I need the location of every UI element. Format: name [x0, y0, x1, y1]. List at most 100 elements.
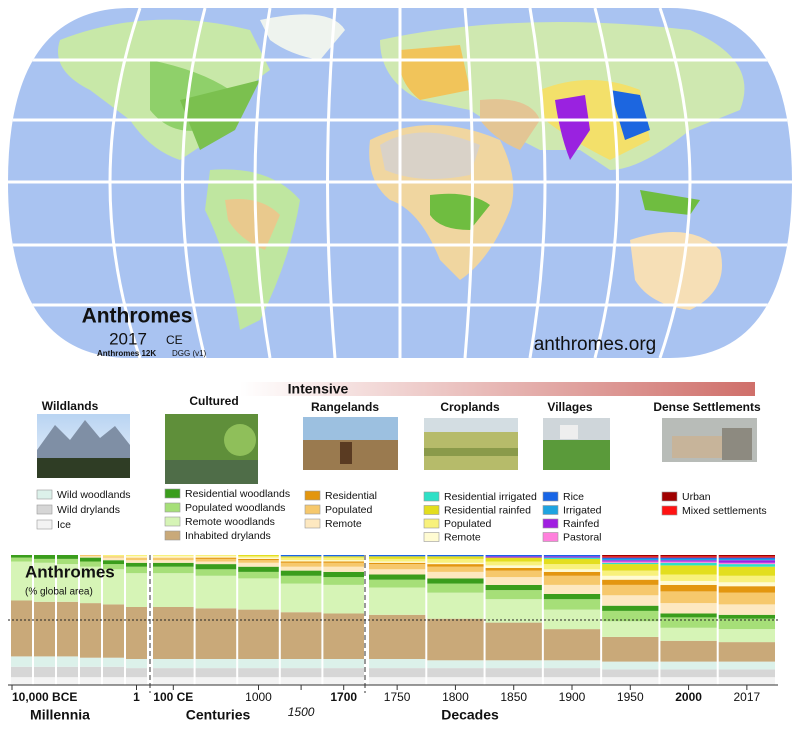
legend-label: Ice [57, 519, 71, 531]
intensity-label: Intensive [288, 381, 349, 397]
bar-segment [543, 668, 601, 678]
bar-segment [195, 659, 237, 669]
bar-segment [543, 555, 601, 557]
bar-segment [126, 659, 147, 669]
map-dataset: Anthromes 12K [97, 349, 156, 358]
bar-segment [718, 669, 775, 678]
legend-swatch [423, 532, 440, 542]
bar-segment [153, 566, 194, 574]
bar-segment [153, 562, 194, 567]
legend-swatch [661, 505, 678, 516]
bar-segment [718, 555, 775, 557]
bar-segment [369, 614, 426, 659]
bar-segment [427, 660, 484, 669]
x-tick-label: 2017 [734, 690, 761, 704]
bar-segment [80, 555, 101, 557]
bar-segment [485, 570, 542, 578]
bar-segment [34, 558, 55, 563]
bar-segment [369, 659, 426, 669]
bar-segment [427, 668, 484, 678]
bar-segment [660, 584, 717, 592]
bar-segment [543, 569, 601, 572]
legend-group-title: Cultured [189, 394, 238, 408]
bar-segment [718, 560, 775, 563]
bar-segment [153, 557, 194, 561]
bar-segment [280, 560, 322, 562]
bar-segment [153, 659, 194, 669]
bar-segment [485, 555, 542, 557]
bar-segment [602, 669, 659, 678]
intensity-bar [240, 382, 755, 396]
bar-segment [660, 560, 717, 562]
bar-segment [238, 677, 279, 685]
bar-segment [103, 604, 124, 658]
bar-segment [427, 578, 484, 584]
bar-segment [323, 562, 364, 567]
legend-swatch [423, 491, 440, 502]
bar-segment [195, 557, 237, 559]
photo-croplands [424, 418, 518, 470]
bar-segment [718, 564, 775, 567]
bar-segment [323, 659, 364, 669]
bar-segment [34, 601, 55, 657]
bar-segment [57, 601, 78, 657]
bar-segment [602, 610, 659, 622]
bar-segment [80, 556, 101, 558]
legend-label: Populated [325, 504, 372, 516]
x-tick-label: 1700 [330, 690, 357, 704]
bar-segment [280, 555, 322, 557]
bar-segment [485, 677, 542, 685]
x-tick-label: 100 CE [153, 690, 193, 704]
bar-segment [602, 562, 659, 565]
bar-segment [602, 575, 659, 580]
bar-segment [718, 557, 775, 559]
bar-segment [543, 584, 601, 594]
bar-segment [103, 560, 124, 565]
bar-segment [602, 570, 659, 576]
bar-segment [369, 562, 426, 565]
legend-swatch [164, 502, 181, 513]
bar-segment [602, 561, 659, 563]
photo-rangelands [303, 417, 398, 470]
bar-segment [238, 566, 279, 572]
legend-group-title: Rangelands [311, 400, 379, 414]
bar-segment [195, 558, 237, 562]
legend-label: Mixed settlements [682, 505, 767, 517]
legend-group-title: Villages [547, 400, 592, 414]
bar-segment [427, 555, 484, 557]
graticule [8, 8, 792, 358]
photos [37, 414, 757, 484]
bar-segment [718, 556, 775, 558]
bar-segment [485, 557, 542, 562]
bar-segment [427, 562, 484, 565]
bar-segment [427, 592, 484, 619]
bar-segment [718, 661, 775, 670]
bar-segment [602, 564, 659, 571]
bar-segment [485, 577, 542, 585]
bar-segment [602, 557, 659, 559]
bar-segment [195, 556, 237, 558]
legend-label: Irrigated [563, 504, 602, 516]
bar-segment [195, 677, 237, 685]
bar-segment [718, 642, 775, 662]
bar-segment [153, 555, 194, 557]
bar-segment [153, 607, 194, 659]
bar-segment [485, 590, 542, 600]
legend-swatch [423, 505, 440, 515]
legend-label: Urban [682, 491, 711, 503]
bar-segment [280, 570, 322, 576]
bar-segment [369, 668, 426, 678]
legend-label: Residential rainfed [444, 504, 531, 516]
bar-segment [485, 561, 542, 566]
bar-segment [660, 613, 717, 618]
legend-group-title: Croplands [440, 400, 500, 414]
bar-segment [660, 669, 717, 678]
legend-swatch [36, 504, 53, 515]
bar-segment [660, 557, 717, 559]
photo-cultured [165, 414, 258, 484]
bar-segment [126, 573, 147, 607]
legend-label: Remote [325, 518, 362, 530]
bar-segment [57, 555, 78, 559]
bar-segment [153, 560, 194, 563]
bar-segment [660, 555, 717, 557]
